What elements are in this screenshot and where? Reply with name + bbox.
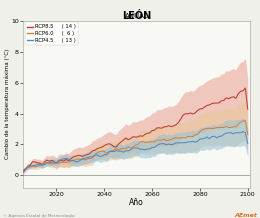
Y-axis label: Cambio de la temperatura máxima (°C): Cambio de la temperatura máxima (°C) bbox=[4, 49, 10, 159]
Text: AEmet: AEmet bbox=[235, 213, 257, 218]
Legend: RCP8.5     ( 14 ), RCP6.0     (  6 ), RCP4.5     ( 13 ): RCP8.5 ( 14 ), RCP6.0 ( 6 ), RCP4.5 ( 13… bbox=[24, 22, 78, 45]
Text: ANUAL: ANUAL bbox=[125, 13, 148, 19]
Text: © Agencia Estatal de Meteorología: © Agencia Estatal de Meteorología bbox=[3, 214, 74, 218]
X-axis label: Año: Año bbox=[129, 198, 144, 207]
Title: LEÓN: LEÓN bbox=[122, 11, 151, 21]
